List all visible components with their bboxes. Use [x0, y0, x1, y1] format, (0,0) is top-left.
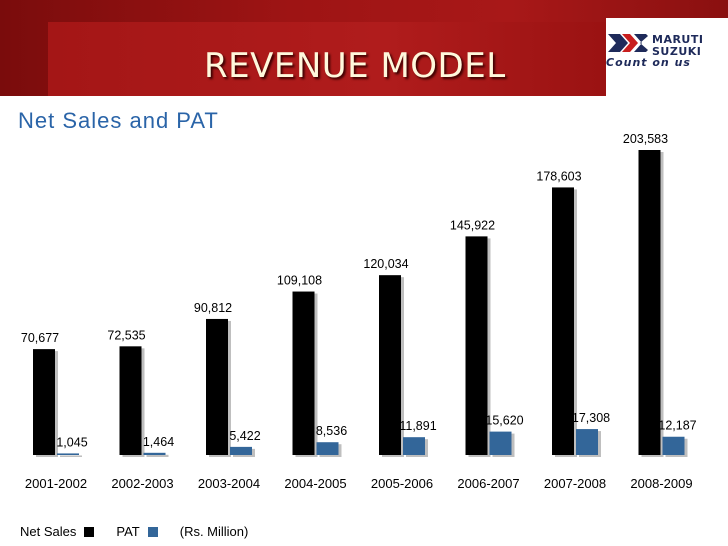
data-label-net-sales-2002-2003: 72,535 [107, 328, 145, 342]
slide-title: REVENUE MODEL [204, 46, 506, 86]
bar-pat-2001-2002 [57, 453, 79, 455]
data-label-pat-2002-2003: 1,464 [143, 435, 174, 449]
legend-swatch-net-sales [84, 526, 95, 537]
x-tick-label-2003-2004: 2003-2004 [198, 476, 260, 491]
bar-pat-2002-2003 [143, 452, 166, 455]
data-label-pat-2006-2007: 15,620 [485, 414, 523, 428]
bar-pat-2003-2004 [230, 446, 252, 455]
data-label-net-sales-2007-2008: 178,603 [536, 169, 581, 183]
bar-pat-2004-2005 [316, 442, 339, 455]
bar-net-sales-2002-2003 [119, 346, 142, 455]
company-logo: MARUTI SUZUKI Count on us [606, 18, 728, 96]
bar-shadow-pat-2002-2003 [146, 454, 169, 457]
bar-pat-2008-2009 [662, 436, 685, 455]
legend-unit-note: (Rs. Million) [179, 524, 249, 540]
legend-label-pat: PAT [116, 524, 140, 540]
data-label-net-sales-2003-2004: 90,812 [194, 301, 232, 315]
x-tick-label-2006-2007: 2006-2007 [457, 476, 519, 491]
bar-pat-2007-2008 [576, 429, 598, 455]
bar-net-sales-2006-2007 [465, 236, 488, 455]
bar-net-sales-2007-2008 [552, 187, 574, 455]
data-label-pat-2004-2005: 8,536 [316, 424, 347, 438]
bar-shadow-pat-2001-2002 [60, 455, 82, 457]
x-tick-label-2007-2008: 2007-2008 [544, 476, 606, 491]
bar-net-sales-2001-2002 [33, 349, 55, 455]
data-label-pat-2001-2002: 1,045 [56, 435, 87, 449]
legend-swatch-pat [147, 526, 158, 537]
data-label-pat-2003-2004: 5,422 [229, 429, 260, 443]
data-label-net-sales-2005-2006: 120,034 [363, 257, 408, 271]
chart-title: Net Sales and PAT [18, 108, 219, 133]
bar-net-sales-2004-2005 [292, 291, 315, 455]
x-tick-label-2001-2002: 2001-2002 [25, 476, 87, 491]
data-label-net-sales-2006-2007: 145,922 [450, 218, 495, 232]
data-label-pat-2008-2009: 12,187 [658, 419, 696, 433]
bar-net-sales-2003-2004 [206, 318, 228, 455]
logo-tagline: Count on us [606, 56, 691, 69]
bar-net-sales-2008-2009 [638, 150, 661, 455]
bar-pat-2006-2007 [489, 431, 512, 455]
x-tick-label-2004-2005: 2004-2005 [284, 476, 346, 491]
data-label-net-sales-2008-2009: 203,583 [623, 132, 668, 146]
logo-text-maruti: MARUTI [652, 33, 704, 46]
x-tick-label-2008-2009: 2008-2009 [630, 476, 692, 491]
legend-label-net-sales: Net Sales [20, 524, 77, 540]
header-panel [48, 22, 608, 96]
chart-legend: Net Sales PAT (Rs. Million) [20, 523, 248, 541]
data-label-pat-2007-2008: 17,308 [572, 411, 610, 425]
data-label-net-sales-2004-2005: 109,108 [277, 274, 322, 288]
bar-pat-2005-2006 [403, 437, 425, 455]
data-label-net-sales-2001-2002: 70,677 [21, 331, 59, 345]
data-label-pat-2005-2006: 11,891 [399, 419, 436, 433]
logo-text-suzuki: SUZUKI [652, 45, 702, 58]
suzuki-logo-icon [608, 34, 648, 52]
bar-net-sales-2005-2006 [379, 275, 401, 455]
x-tick-label-2005-2006: 2005-2006 [371, 476, 433, 491]
x-tick-label-2002-2003: 2002-2003 [111, 476, 173, 491]
